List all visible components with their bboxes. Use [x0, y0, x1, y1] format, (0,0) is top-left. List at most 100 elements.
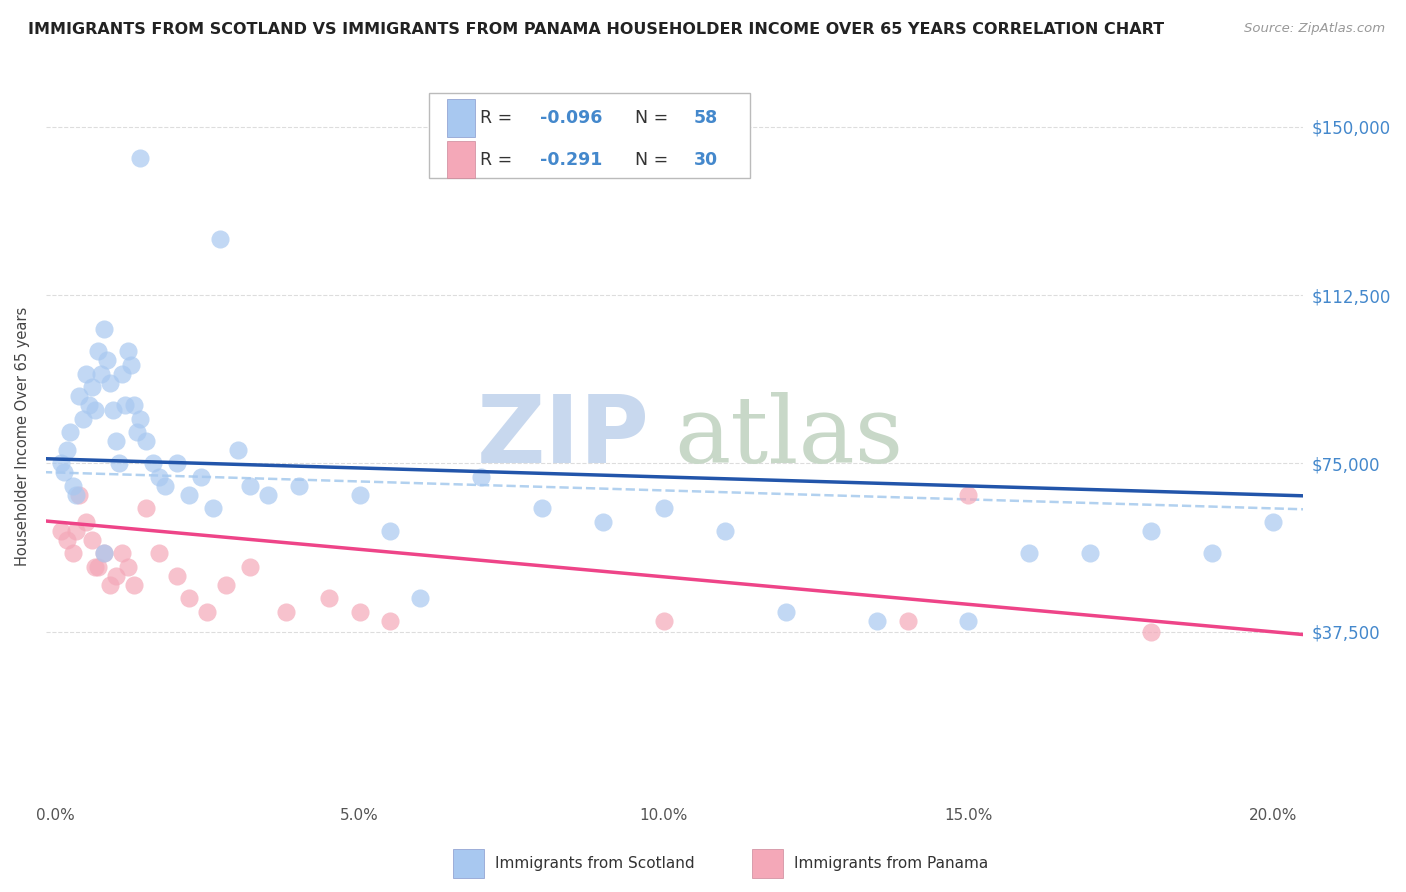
Point [287, 479, 309, 493]
Point [62, 546, 84, 560]
Point [80, 533, 103, 547]
Point [90, 367, 112, 381]
Point [129, 151, 152, 165]
FancyBboxPatch shape [447, 99, 475, 137]
Point [93, 322, 115, 336]
Point [652, 501, 675, 516]
FancyBboxPatch shape [447, 141, 475, 178]
Point [896, 614, 918, 628]
Point [318, 591, 340, 606]
Point [957, 488, 980, 502]
Point [177, 488, 200, 502]
Point [190, 470, 212, 484]
Point [153, 479, 176, 493]
Point [62, 479, 84, 493]
Point [87, 344, 110, 359]
Point [69, 488, 91, 502]
Point [592, 515, 614, 529]
Text: R =: R = [479, 151, 517, 169]
Point [117, 559, 139, 574]
Point [202, 501, 225, 516]
Point [1201, 546, 1223, 560]
Point [65, 524, 87, 538]
Point [59, 425, 82, 439]
Point [257, 488, 280, 502]
Point [141, 457, 163, 471]
Point [775, 605, 797, 619]
Point [117, 344, 139, 359]
Point [111, 546, 134, 560]
Point [75, 515, 97, 529]
Y-axis label: Householder Income Over 65 years: Householder Income Over 65 years [15, 307, 30, 566]
Point [135, 434, 157, 448]
Text: ZIP: ZIP [477, 391, 650, 483]
Point [53, 466, 76, 480]
Point [120, 358, 142, 372]
Point [957, 614, 980, 628]
Point [1140, 524, 1163, 538]
Text: IMMIGRANTS FROM SCOTLAND VS IMMIGRANTS FROM PANAMA HOUSEHOLDER INCOME OVER 65 YE: IMMIGRANTS FROM SCOTLAND VS IMMIGRANTS F… [28, 22, 1164, 37]
Point [239, 479, 262, 493]
Point [104, 434, 127, 448]
Point [69, 389, 91, 403]
Point [96, 353, 118, 368]
Point [148, 470, 170, 484]
Point [56, 443, 79, 458]
Point [409, 591, 432, 606]
Point [111, 367, 134, 381]
Text: -0.291: -0.291 [540, 151, 603, 169]
Text: 30: 30 [693, 151, 717, 169]
Point [166, 568, 188, 582]
Point [1140, 624, 1163, 639]
Point [378, 524, 401, 538]
Point [77, 398, 100, 412]
Point [714, 524, 737, 538]
Point [75, 367, 97, 381]
Point [129, 411, 152, 425]
Point [101, 402, 124, 417]
Point [652, 614, 675, 628]
Point [98, 376, 121, 390]
Text: N =: N = [624, 151, 673, 169]
Text: Immigrants from Panama: Immigrants from Panama [794, 856, 988, 871]
Point [51, 457, 73, 471]
Point [166, 457, 188, 471]
Text: 58: 58 [693, 110, 717, 128]
Text: Immigrants from Scotland: Immigrants from Scotland [495, 856, 695, 871]
Point [349, 488, 371, 502]
Point [104, 568, 127, 582]
Point [122, 577, 145, 591]
Point [1018, 546, 1040, 560]
FancyBboxPatch shape [429, 93, 749, 178]
Point [122, 398, 145, 412]
Point [80, 380, 103, 394]
Point [83, 402, 105, 417]
Point [83, 559, 105, 574]
Point [148, 546, 170, 560]
Point [65, 488, 87, 502]
Point [1261, 515, 1284, 529]
Point [114, 398, 136, 412]
Point [51, 524, 73, 538]
Point [195, 605, 218, 619]
Point [214, 577, 236, 591]
Text: N =: N = [624, 110, 673, 128]
Point [866, 614, 889, 628]
Point [276, 605, 298, 619]
Point [135, 501, 157, 516]
Point [1078, 546, 1101, 560]
Point [177, 591, 200, 606]
Text: atlas: atlas [675, 392, 904, 482]
Text: R =: R = [479, 110, 517, 128]
Text: Source: ZipAtlas.com: Source: ZipAtlas.com [1244, 22, 1385, 36]
Point [93, 546, 115, 560]
Point [239, 559, 262, 574]
Point [208, 232, 231, 246]
Text: -0.096: -0.096 [540, 110, 603, 128]
Point [72, 411, 94, 425]
Point [127, 425, 149, 439]
Point [56, 533, 79, 547]
Point [98, 577, 121, 591]
Point [108, 457, 131, 471]
Point [226, 443, 249, 458]
